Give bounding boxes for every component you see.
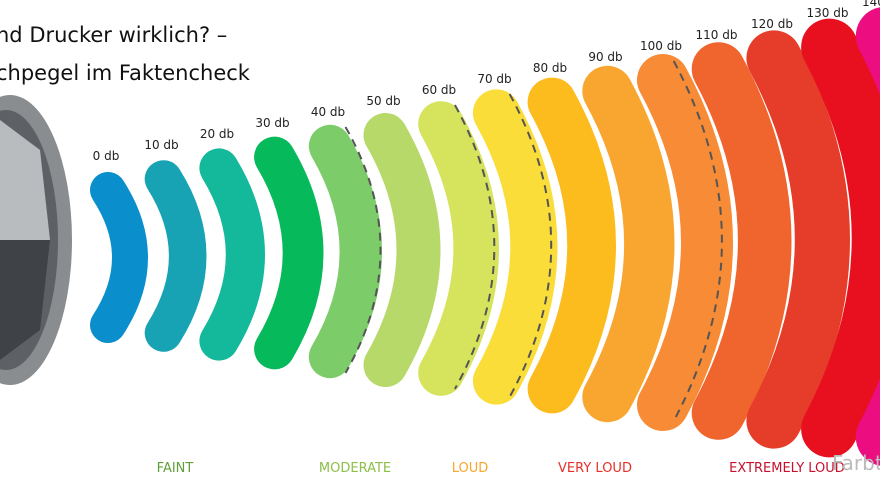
level-label: 100 db [640,39,682,53]
speaker [0,95,72,385]
sound-band [746,30,850,449]
level-label: 70 db [477,72,511,86]
level-label: 0 db [93,149,120,163]
level-label: 10 db [144,138,178,152]
level-label: 30 db [255,116,289,130]
title-line: chpegel im Faktencheck [0,61,251,85]
group-divider [672,60,723,422]
sound-band [363,113,441,387]
level-label: 120 db [751,17,793,31]
sound-band [527,77,616,414]
category-label: LOUD [452,461,489,476]
level-label: 60 db [422,83,456,97]
level-label: 40 db [311,105,345,119]
watermark: Farbt [832,451,880,475]
sound-band [90,172,148,343]
speaker-shade [0,240,50,360]
sound-band [691,42,792,440]
level-label: 50 db [366,94,400,108]
sound-band [472,89,558,405]
category-label: FAINT [157,461,194,476]
group-divider [508,93,553,398]
sound-band [144,160,207,352]
group-divider [344,126,382,374]
sound-band [582,65,675,423]
sound-band [418,101,499,396]
speaker-highlight [0,120,50,240]
level-label: 20 db [200,127,234,141]
sound-band [199,148,265,361]
category-label: EXTREMELY LOUD [729,461,845,476]
level-label: 110 db [696,28,738,42]
sound-band [308,124,382,379]
level-label: 80 db [533,61,567,75]
level-label: 140 db [862,0,880,9]
title-line: nd Drucker wirklich? – [0,23,227,47]
category-label: VERY LOUD [558,461,632,476]
level-label: 90 db [588,50,622,64]
sound-band [637,54,733,431]
level-label: 130 db [807,6,849,20]
category-label: MODERATE [319,461,391,476]
group-divider [454,104,496,390]
sound-band [254,136,324,370]
